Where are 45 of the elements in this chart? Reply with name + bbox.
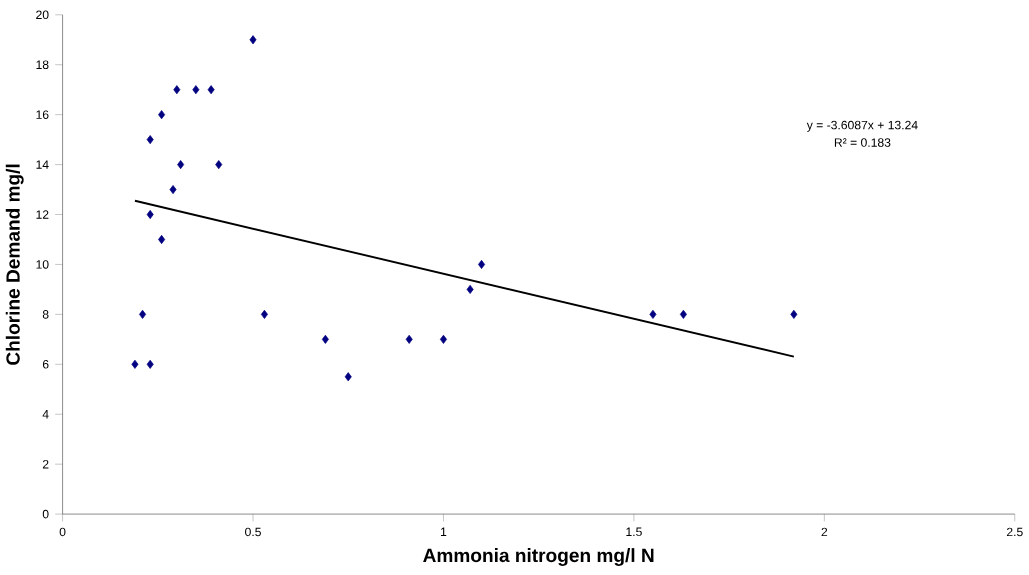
y-tick-label: 16 [36, 110, 49, 119]
point [405, 334, 413, 344]
y-tick-label: 0 [42, 509, 49, 519]
y-axis-title: Chlorine Demand mg/l [5, 164, 24, 365]
y-tick-label: 12 [36, 210, 49, 219]
x-tick-label: 0.5 [245, 527, 261, 537]
point [146, 134, 154, 145]
x-tick-label: 2.5 [1006, 527, 1023, 537]
y-tick-label: 20 [36, 10, 49, 19]
point [478, 259, 486, 269]
y-tick-label: 4 [42, 409, 49, 419]
point [260, 309, 268, 319]
point [158, 110, 166, 120]
point [173, 85, 181, 95]
point [649, 309, 657, 319]
point [790, 309, 798, 319]
point [321, 334, 329, 344]
x-tick-label: 1.5 [626, 527, 642, 536]
point [192, 85, 200, 95]
point [177, 159, 185, 169]
annotation: y = -3.6087x + 13.24 [806, 120, 918, 132]
annotation: R² = 0.183 [834, 138, 891, 147]
y-tick-label: 10 [36, 260, 49, 269]
point [679, 309, 687, 319]
point [439, 334, 447, 344]
point [139, 309, 147, 319]
point [466, 284, 474, 294]
point [215, 159, 223, 169]
x-tick-label: 1 [441, 527, 447, 536]
y-tick-label: 2 [42, 459, 49, 469]
point [169, 184, 177, 194]
point [158, 234, 166, 244]
x-axis-title: Ammonia nitrogen mg/l N [423, 548, 654, 566]
point [131, 359, 139, 369]
point [207, 85, 215, 95]
point [249, 35, 257, 45]
y-tick-label: 14 [36, 160, 49, 169]
y-tick-label: 6 [42, 359, 49, 369]
point [146, 209, 154, 219]
y-tick-label: 18 [36, 60, 49, 69]
x-tick-label: 0 [59, 527, 66, 537]
y-tick-label: 8 [42, 309, 49, 319]
x-tick-label: 2 [821, 527, 828, 536]
point [344, 372, 352, 382]
point [146, 359, 154, 369]
